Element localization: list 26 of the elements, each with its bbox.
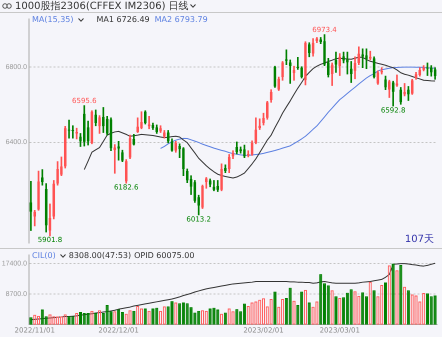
candlestick <box>243 144 246 158</box>
candlestick <box>334 52 338 73</box>
candlestick <box>361 48 364 68</box>
annotation: CIL(0) <box>32 251 56 260</box>
text: MA2 <box>154 15 172 24</box>
candlestick <box>239 146 242 154</box>
legend-label: MA1 <box>96 15 114 24</box>
candlestick <box>152 122 154 130</box>
candlestick <box>384 76 387 90</box>
candlestick <box>121 150 124 162</box>
annotation: 8308.00(47:53) <box>68 251 132 260</box>
candlestick <box>110 118 112 152</box>
candlestick <box>372 56 376 78</box>
candlestick <box>274 66 276 88</box>
candlestick <box>342 52 345 64</box>
candlestick <box>346 52 349 74</box>
annotation: 6793.79 <box>174 15 208 24</box>
chart-title: 1000股指2306(CFFEX IM2306) 日线 <box>15 0 189 13</box>
annotation: 6726.49 <box>116 15 150 24</box>
candlestick <box>182 147 185 176</box>
candlestick <box>190 175 192 195</box>
annotation: MA(15,35) <box>32 15 74 24</box>
candlestick <box>365 48 368 69</box>
annotation: OPID 60075.00 <box>134 251 194 260</box>
candlestick <box>212 180 216 192</box>
annotation: 107天 <box>404 233 434 246</box>
